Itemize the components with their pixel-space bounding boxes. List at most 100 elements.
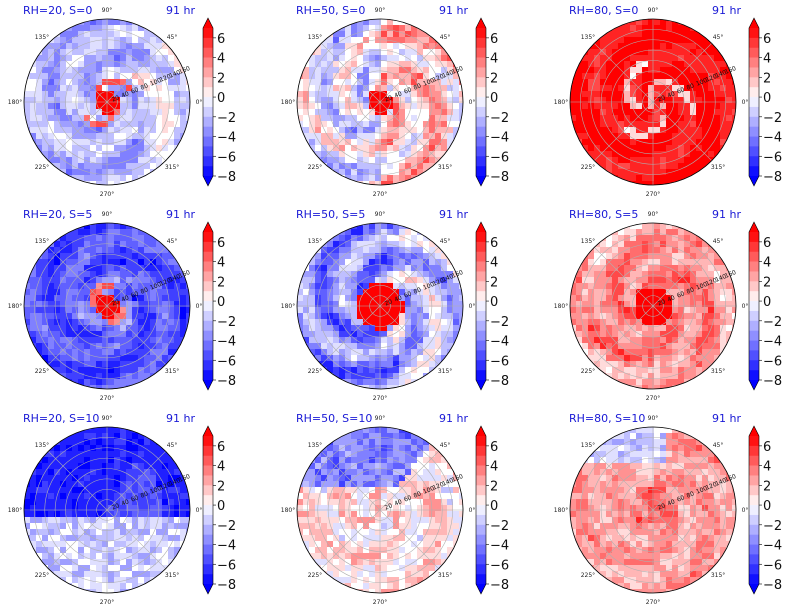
radial-tick-label: 40 bbox=[120, 90, 130, 99]
colorbar-segment bbox=[749, 57, 759, 68]
colorbar-segment bbox=[749, 261, 759, 272]
polar-plot: 20 40 60 80 1001201401600°45°90°135°180°225°… bbox=[8, 415, 236, 606]
time-label: 91 hr bbox=[166, 208, 195, 221]
angular-tick-label: 0° bbox=[742, 507, 749, 514]
colorbar-tick-label: 6 bbox=[763, 32, 771, 47]
colorbar-segment bbox=[749, 156, 759, 167]
angular-tick-label: 225° bbox=[308, 572, 322, 579]
angular-tick-label: 270° bbox=[646, 395, 660, 402]
colorbar-tick-label: −6 bbox=[763, 354, 782, 369]
angular-tick-label: 270° bbox=[100, 599, 114, 606]
colorbar-tick-label: 2 bbox=[490, 479, 498, 494]
colorbar-segment bbox=[203, 465, 213, 476]
colorbar-segment bbox=[476, 360, 486, 371]
colorbar-segment bbox=[749, 47, 759, 58]
colorbar-tick-label: −2 bbox=[763, 519, 782, 534]
colorbar-segment bbox=[749, 126, 759, 137]
colorbar-tick-label: 2 bbox=[490, 275, 498, 290]
polar-plot: 20 40 60 80 1001201401600°45°90°135°180°225°… bbox=[281, 211, 509, 402]
colorbar-tick-label: 0 bbox=[490, 295, 498, 310]
radial-tick-label: 140 bbox=[714, 69, 727, 80]
radial-tick-label: 160 bbox=[178, 473, 191, 484]
colorbar-tick-label: 6 bbox=[217, 32, 225, 47]
colorbar-tick-label: 2 bbox=[217, 71, 225, 86]
colorbar-segment bbox=[749, 241, 759, 253]
radial-tick-label: 120 bbox=[432, 481, 445, 492]
angular-tick-label: 180° bbox=[281, 99, 295, 106]
radial-tick-label: 160 bbox=[724, 473, 737, 484]
polar-frame bbox=[296, 426, 464, 594]
colorbar-tick-label: −6 bbox=[217, 150, 236, 165]
angular-tick-label: 270° bbox=[373, 191, 387, 198]
time-label: 91 hr bbox=[439, 412, 468, 425]
colorbar: 6 4 2 0 −2 −4 −6 −8 bbox=[475, 221, 509, 391]
angular-tick-label: 180° bbox=[554, 303, 568, 310]
radial-tick-label: 20 bbox=[111, 502, 121, 511]
colorbar-tick-label: −4 bbox=[490, 131, 509, 146]
colorbar-tick-label: 6 bbox=[763, 236, 771, 251]
colorbar-segment bbox=[749, 87, 759, 98]
colorbar-tick-label: 2 bbox=[490, 71, 498, 86]
radial-tick-label: 40 bbox=[120, 294, 130, 303]
colorbar: 6 4 2 0 −2 −4 −6 −8 bbox=[202, 425, 236, 595]
panel-title: RH=20, S=0 bbox=[23, 4, 93, 17]
colorbar-segment bbox=[749, 301, 759, 312]
colorbar-tick-label: 0 bbox=[217, 499, 225, 514]
colorbar-segment bbox=[749, 524, 759, 535]
colorbar-segment bbox=[476, 291, 486, 302]
angular-grid-line bbox=[594, 247, 654, 307]
angular-grid-line bbox=[321, 101, 381, 161]
angular-tick-label: 225° bbox=[581, 572, 595, 579]
radial-tick-label: 160 bbox=[178, 269, 191, 280]
angular-grid-line bbox=[106, 305, 166, 365]
time-label: 91 hr bbox=[712, 208, 741, 221]
colorbar-tick-label: −6 bbox=[763, 558, 782, 573]
angular-tick-label: 180° bbox=[8, 507, 22, 514]
angular-tick-label: 270° bbox=[646, 191, 660, 198]
angular-grid-line bbox=[379, 451, 439, 511]
angular-grid-line bbox=[379, 305, 439, 365]
colorbar-segment bbox=[749, 485, 759, 496]
angular-tick-label: 135° bbox=[35, 34, 49, 41]
colorbar-segment bbox=[476, 574, 486, 585]
colorbar-segment bbox=[749, 544, 759, 555]
angular-grid-line bbox=[652, 305, 712, 365]
radial-tick-label: 60 bbox=[676, 86, 686, 95]
angular-tick-label: 135° bbox=[308, 442, 322, 449]
angular-tick-label: 225° bbox=[35, 572, 49, 579]
radial-tick-label: 80 bbox=[413, 286, 423, 295]
angular-grid-line bbox=[321, 247, 381, 307]
polar-frame bbox=[23, 426, 191, 594]
radial-tick-label: 20 bbox=[384, 502, 394, 511]
radial-tick-label: 20 bbox=[657, 94, 667, 103]
angular-grid-line bbox=[321, 509, 381, 569]
radial-tick-label: 60 bbox=[676, 290, 686, 299]
colorbar-segment bbox=[476, 350, 486, 361]
polar-panel: RH=20, S=10 91 hr 20 40 60 80 100 120 140 160 0° 45… bbox=[0, 408, 262, 612]
angular-tick-label: 225° bbox=[35, 164, 49, 171]
angular-grid-line bbox=[48, 305, 108, 365]
colorbar-segment bbox=[203, 350, 213, 361]
angular-tick-label: 180° bbox=[8, 303, 22, 310]
colorbar-segment bbox=[749, 28, 759, 39]
colorbar-segment bbox=[203, 67, 213, 78]
colorbar-extend-max bbox=[476, 222, 486, 232]
colorbar-segment bbox=[476, 564, 486, 575]
colorbar-tick-label: 2 bbox=[217, 479, 225, 494]
colorbar-segment bbox=[203, 455, 213, 466]
radial-tick-label: 40 bbox=[393, 294, 403, 303]
angular-tick-label: 135° bbox=[308, 238, 322, 245]
polar-frame bbox=[569, 18, 737, 186]
colorbar-segment bbox=[203, 524, 213, 535]
colorbar-tick-label: −8 bbox=[490, 578, 509, 593]
colorbar-segment bbox=[203, 544, 213, 555]
radial-tick-label: 160 bbox=[451, 65, 464, 76]
colorbar-tick-label: 6 bbox=[490, 440, 498, 455]
radial-tick-label: 120 bbox=[705, 73, 718, 84]
radial-tick-label: 100 bbox=[422, 77, 435, 88]
angular-tick-label: 45° bbox=[440, 34, 451, 41]
colorbar-segment bbox=[749, 340, 759, 351]
colorbar-segment bbox=[476, 485, 486, 496]
colorbar-tick-label: −8 bbox=[490, 170, 509, 185]
colorbar-segment bbox=[203, 136, 213, 147]
